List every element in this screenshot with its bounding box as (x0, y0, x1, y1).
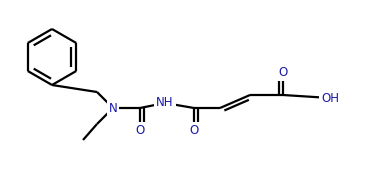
Text: O: O (190, 123, 199, 137)
Text: N: N (109, 102, 117, 114)
Text: OH: OH (321, 92, 339, 104)
Text: NH: NH (156, 97, 174, 109)
Text: O: O (135, 123, 145, 137)
Text: O: O (278, 66, 288, 79)
